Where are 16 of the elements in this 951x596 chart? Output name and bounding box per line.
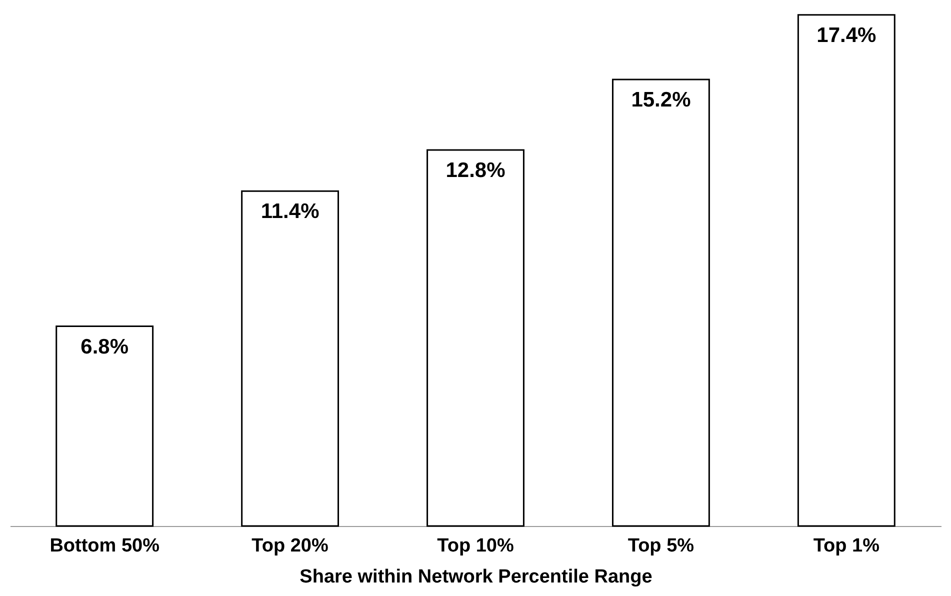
x-tick-label: Top 1% <box>813 536 880 556</box>
x-tick-label: Top 20% <box>252 536 329 556</box>
x-axis-title: Share within Network Percentile Range <box>300 566 652 588</box>
bar <box>426 149 524 527</box>
bar <box>797 14 896 527</box>
data-label: 6.8% <box>80 335 129 358</box>
data-label: 15.2% <box>631 88 692 112</box>
bar <box>612 78 710 527</box>
data-label: 17.4% <box>816 24 877 47</box>
data-label: 11.4% <box>260 200 320 224</box>
x-tick-label: Bottom 50% <box>50 536 160 556</box>
data-label: 12.8% <box>446 159 506 182</box>
x-tick-label: Top 5% <box>628 536 694 556</box>
x-tick-label: Top 10% <box>437 536 514 556</box>
bar <box>56 326 154 527</box>
bar <box>241 190 340 527</box>
